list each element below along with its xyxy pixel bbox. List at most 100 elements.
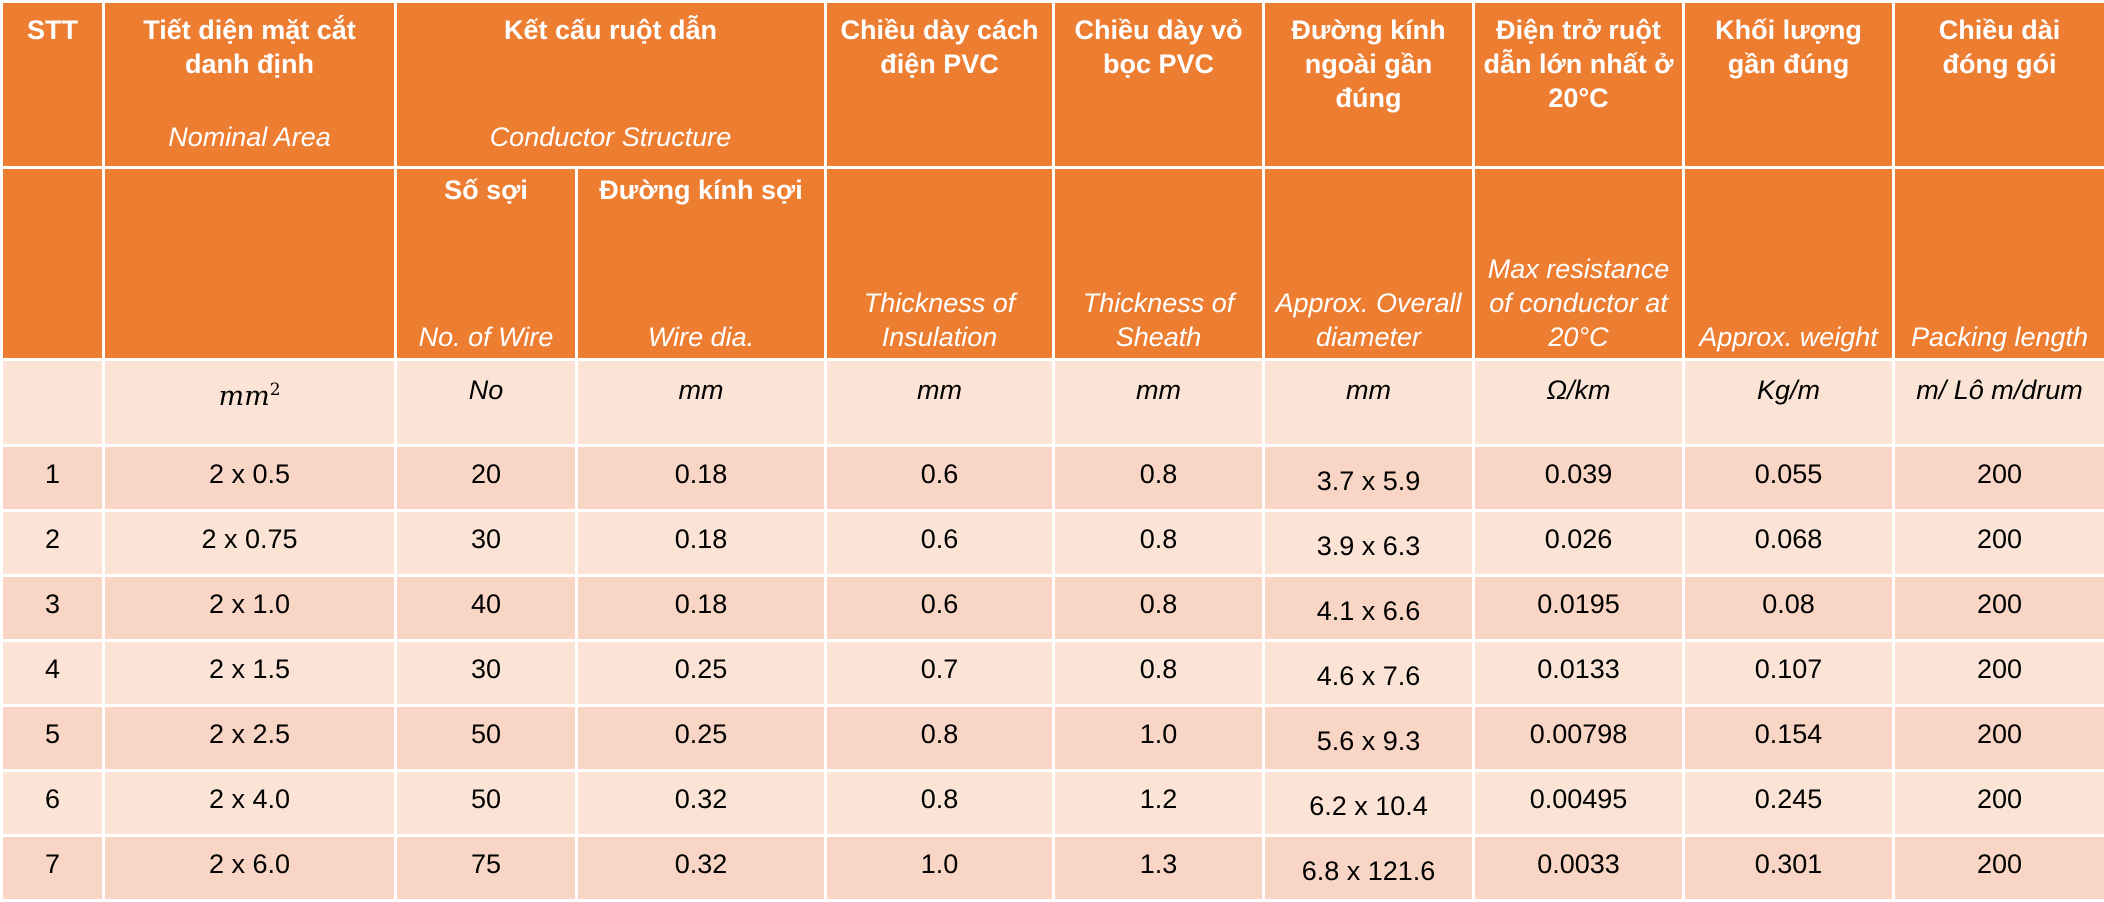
- header-insulation-thickness: Chiều dày cách điện PVC: [824, 0, 1055, 169]
- cell-resistance: 0.00495: [1472, 769, 1685, 837]
- cell-wires: 30: [394, 509, 578, 577]
- cell-length: 200: [1892, 574, 2104, 642]
- unit-length: m/ Lô m/drum: [1892, 358, 2104, 447]
- unit-sheath: mm: [1052, 358, 1265, 447]
- cell-stt: 6: [0, 769, 105, 837]
- cell-wires: 50: [394, 769, 578, 837]
- unit-wire-dia: mm: [575, 358, 827, 447]
- header-row-main: STT Tiết diện mặt cắt danh định Nominal …: [0, 0, 2104, 169]
- cell-insulation: 1.0: [824, 834, 1055, 902]
- header-max-resistance: Điện trở ruột dẫn lớn nhất ở 20°C: [1472, 0, 1685, 169]
- cell-resistance: 0.039: [1472, 444, 1685, 512]
- cell-area: 2 x 0.75: [102, 509, 397, 577]
- units-row: mm2 No mm mm mm mm Ω/km Kg/m m/ Lô m/dru…: [0, 358, 2104, 447]
- cell-area: 2 x 2.5: [102, 704, 397, 772]
- cell-sheath: 1.2: [1052, 769, 1265, 837]
- cell-stt: 7: [0, 834, 105, 902]
- cell-insulation: 0.8: [824, 769, 1055, 837]
- cell-diameter: 4.1 x 6.6: [1262, 574, 1475, 642]
- header-en-insulation: Thickness of Insulation: [824, 166, 1055, 361]
- cell-diameter: 3.9 x 6.3: [1262, 509, 1475, 577]
- header-en-length: Packing length: [1892, 166, 2104, 361]
- cell-wire-dia: 0.32: [575, 834, 827, 902]
- header-stt: STT: [0, 0, 105, 169]
- cell-area: 2 x 0.5: [102, 444, 397, 512]
- header-en-sheath: Thickness of Sheath: [1052, 166, 1265, 361]
- header-sub-empty-area: [102, 166, 397, 361]
- cell-length: 200: [1892, 769, 2104, 837]
- cell-resistance: 0.0133: [1472, 639, 1685, 707]
- cell-resistance: 0.0195: [1472, 574, 1685, 642]
- cell-stt: 2: [0, 509, 105, 577]
- cell-insulation: 0.6: [824, 574, 1055, 642]
- header-sheath-thickness: Chiều dày vỏ bọc PVC: [1052, 0, 1265, 169]
- cell-insulation: 0.6: [824, 509, 1055, 577]
- cell-stt: 5: [0, 704, 105, 772]
- cell-resistance: 0.0033: [1472, 834, 1685, 902]
- cell-resistance: 0.026: [1472, 509, 1685, 577]
- cell-area: 2 x 4.0: [102, 769, 397, 837]
- cell-stt: 4: [0, 639, 105, 707]
- cell-wires: 50: [394, 704, 578, 772]
- cell-resistance: 0.00798: [1472, 704, 1685, 772]
- cell-length: 200: [1892, 639, 2104, 707]
- cell-length: 200: [1892, 509, 2104, 577]
- header-packing-length: Chiều dài đóng gói: [1892, 0, 2104, 169]
- header-sub-empty-stt: [0, 166, 105, 361]
- cell-weight: 0.068: [1682, 509, 1895, 577]
- cell-area: 2 x 6.0: [102, 834, 397, 902]
- cell-sheath: 1.0: [1052, 704, 1265, 772]
- header-nominal-area: Tiết diện mặt cắt danh định Nominal Area: [102, 0, 397, 169]
- cell-wires: 40: [394, 574, 578, 642]
- cell-weight: 0.107: [1682, 639, 1895, 707]
- cell-sheath: 0.8: [1052, 444, 1265, 512]
- cell-area: 2 x 1.5: [102, 639, 397, 707]
- cell-insulation: 0.8: [824, 704, 1055, 772]
- unit-insulation: mm: [824, 358, 1055, 447]
- cell-diameter: 6.8 x 121.6: [1262, 834, 1475, 902]
- header-no-of-wire: Số sợi No. of Wire: [394, 166, 578, 361]
- cell-wire-dia: 0.18: [575, 574, 827, 642]
- cell-sheath: 0.8: [1052, 574, 1265, 642]
- cell-wires: 20: [394, 444, 578, 512]
- unit-area-exponent: 2: [269, 380, 281, 400]
- cell-wire-dia: 0.25: [575, 639, 827, 707]
- cell-diameter: 6.2 x 10.4: [1262, 769, 1475, 837]
- cell-diameter: 4.6 x 7.6: [1262, 639, 1475, 707]
- unit-stt: [0, 358, 105, 447]
- unit-area-base: mm: [218, 381, 270, 412]
- cell-weight: 0.301: [1682, 834, 1895, 902]
- cell-stt: 3: [0, 574, 105, 642]
- unit-area: mm2: [102, 358, 397, 447]
- cell-wire-dia: 0.32: [575, 769, 827, 837]
- cell-sheath: 0.8: [1052, 639, 1265, 707]
- header-conductor-structure: Kết cấu ruột dẫn Conductor Structure: [394, 0, 827, 169]
- cell-length: 200: [1892, 704, 2104, 772]
- unit-diameter: mm: [1262, 358, 1475, 447]
- cell-area: 2 x 1.0: [102, 574, 397, 642]
- cell-wire-dia: 0.25: [575, 704, 827, 772]
- cell-weight: 0.154: [1682, 704, 1895, 772]
- cell-insulation: 0.6: [824, 444, 1055, 512]
- cell-diameter: 3.7 x 5.9: [1262, 444, 1475, 512]
- header-en-weight: Approx. weight: [1682, 166, 1895, 361]
- cell-stt: 1: [0, 444, 105, 512]
- header-approx-weight: Khối lượng gần đúng: [1682, 0, 1895, 169]
- cell-diameter: 5.6 x 9.3: [1262, 704, 1475, 772]
- cell-length: 200: [1892, 834, 2104, 902]
- header-row-sub: Số sợi No. of Wire Đường kính sợi Wire d…: [0, 166, 2104, 361]
- cell-weight: 0.055: [1682, 444, 1895, 512]
- cell-sheath: 1.3: [1052, 834, 1265, 902]
- cell-wire-dia: 0.18: [575, 444, 827, 512]
- cell-length: 200: [1892, 444, 2104, 512]
- header-en-diameter: Approx. Overall diameter: [1262, 166, 1475, 361]
- header-en-resistance: Max resistance of conductor at 20°C: [1472, 166, 1685, 361]
